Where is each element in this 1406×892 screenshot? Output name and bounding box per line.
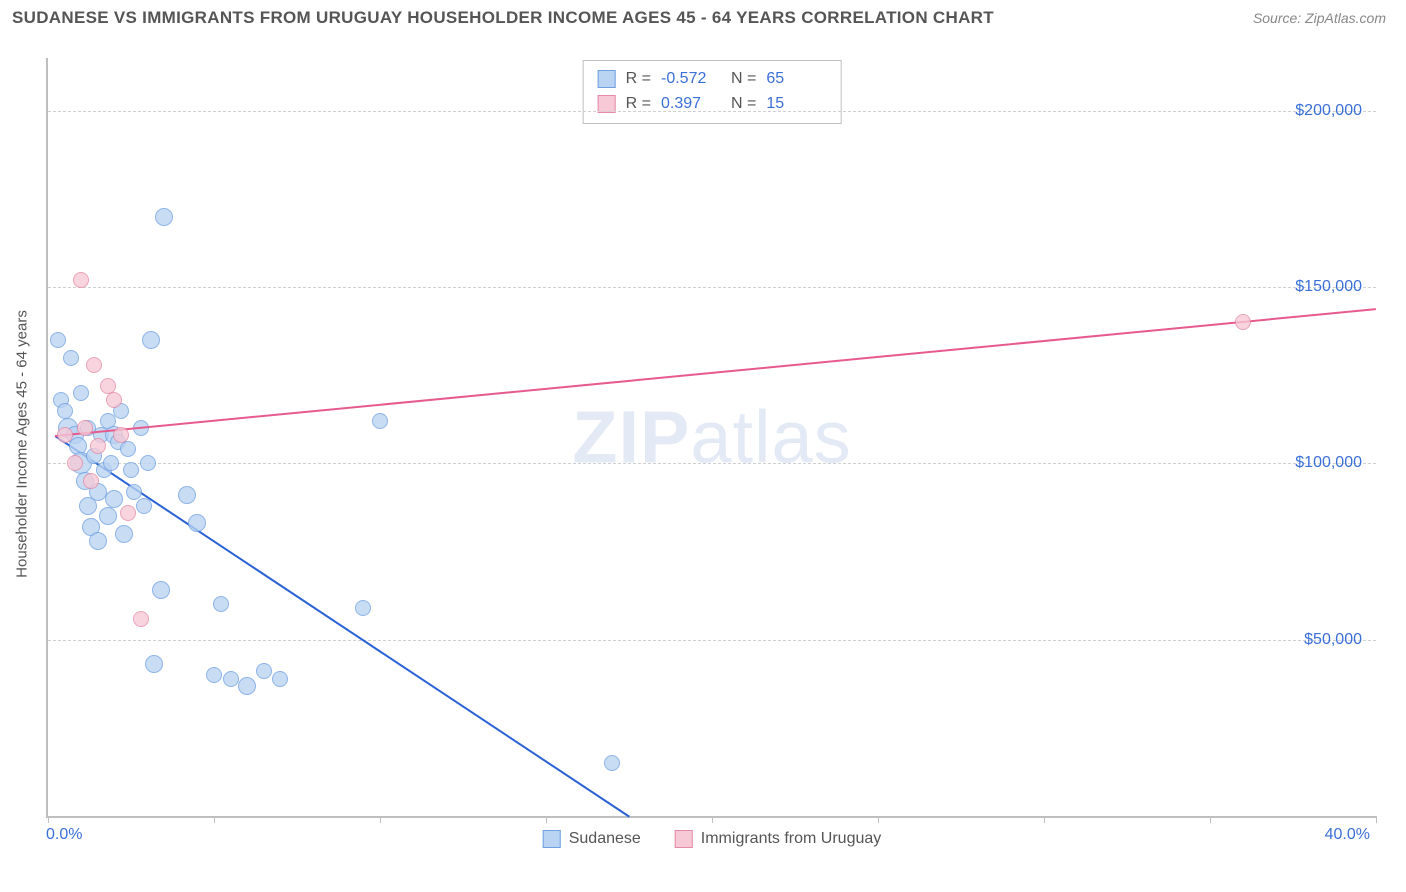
data-point [136, 498, 152, 514]
data-point [1235, 314, 1251, 330]
y-axis-label: Householder Income Ages 45 - 64 years [14, 310, 31, 578]
chart-title: SUDANESE VS IMMIGRANTS FROM URUGUAY HOUS… [12, 8, 994, 28]
stats-row-0: R = -0.572 N = 65 [598, 67, 827, 92]
stats-box: R = -0.572 N = 65 R = 0.397 N = 15 [583, 60, 842, 124]
data-point [142, 331, 160, 349]
data-point [238, 677, 256, 695]
data-point [126, 484, 142, 500]
data-point [145, 655, 163, 673]
data-point [155, 208, 173, 226]
data-point [272, 671, 288, 687]
data-point [604, 755, 620, 771]
data-point [77, 420, 93, 436]
data-point [57, 403, 73, 419]
legend: Sudanese Immigrants from Uruguay [543, 830, 882, 848]
legend-label-0: Sudanese [569, 830, 641, 848]
data-point [123, 462, 139, 478]
watermark: ZIPatlas [572, 395, 851, 480]
y-tick-label: $200,000 [1295, 102, 1362, 120]
data-point [83, 473, 99, 489]
data-point [140, 455, 156, 471]
watermark-light: atlas [690, 396, 851, 479]
grid-line [48, 463, 1376, 464]
grid-line [48, 111, 1376, 112]
data-point [106, 392, 122, 408]
chart-area: Householder Income Ages 45 - 64 years ZI… [0, 34, 1406, 854]
data-point [133, 611, 149, 627]
x-tick [546, 816, 547, 823]
data-point [115, 525, 133, 543]
stats-n-value-1: 15 [766, 92, 826, 117]
x-tick [878, 816, 879, 823]
stats-swatch-0 [598, 70, 616, 88]
x-tick [1210, 816, 1211, 823]
legend-item-1: Immigrants from Uruguay [675, 830, 882, 848]
data-point [213, 596, 229, 612]
grid-line [48, 640, 1376, 641]
data-point [67, 455, 83, 471]
data-point [223, 671, 239, 687]
x-tick [48, 816, 49, 823]
data-point [63, 350, 79, 366]
chart-source: Source: ZipAtlas.com [1253, 10, 1386, 26]
data-point [355, 600, 371, 616]
data-point [73, 385, 89, 401]
plot-area: ZIPatlas R = -0.572 N = 65 R = 0.397 N =… [46, 58, 1376, 818]
data-point [99, 507, 117, 525]
data-point [372, 413, 388, 429]
watermark-bold: ZIP [572, 396, 690, 479]
stats-n-value-0: 65 [766, 67, 826, 92]
grid-line [48, 287, 1376, 288]
data-point [103, 455, 119, 471]
stats-n-label-0: N = [731, 67, 756, 92]
x-axis-max: 40.0% [1325, 826, 1370, 844]
stats-n-label-1: N = [731, 92, 756, 117]
x-tick [380, 816, 381, 823]
y-tick-label: $50,000 [1304, 631, 1362, 649]
data-point [120, 505, 136, 521]
stats-r-label-1: R = [626, 92, 651, 117]
x-tick [214, 816, 215, 823]
data-point [50, 332, 66, 348]
data-point [256, 663, 272, 679]
x-axis-min: 0.0% [46, 826, 82, 844]
legend-item-0: Sudanese [543, 830, 641, 848]
data-point [105, 490, 123, 508]
data-point [86, 357, 102, 373]
chart-header: SUDANESE VS IMMIGRANTS FROM URUGUAY HOUS… [0, 0, 1406, 32]
stats-row-1: R = 0.397 N = 15 [598, 92, 827, 117]
data-point [188, 514, 206, 532]
trend-line [55, 308, 1377, 437]
legend-swatch-0 [543, 830, 561, 848]
data-point [152, 581, 170, 599]
data-point [90, 438, 106, 454]
stats-r-value-0: -0.572 [661, 67, 721, 92]
x-tick [1044, 816, 1045, 823]
y-tick-label: $150,000 [1295, 278, 1362, 296]
legend-label-1: Immigrants from Uruguay [701, 830, 882, 848]
data-point [206, 667, 222, 683]
data-point [73, 272, 89, 288]
data-point [113, 427, 129, 443]
x-tick [1376, 816, 1377, 823]
data-point [89, 532, 107, 550]
x-tick [712, 816, 713, 823]
legend-swatch-1 [675, 830, 693, 848]
data-point [178, 486, 196, 504]
data-point [120, 441, 136, 457]
data-point [57, 427, 73, 443]
y-tick-label: $100,000 [1295, 454, 1362, 472]
stats-r-value-1: 0.397 [661, 92, 721, 117]
stats-r-label-0: R = [626, 67, 651, 92]
